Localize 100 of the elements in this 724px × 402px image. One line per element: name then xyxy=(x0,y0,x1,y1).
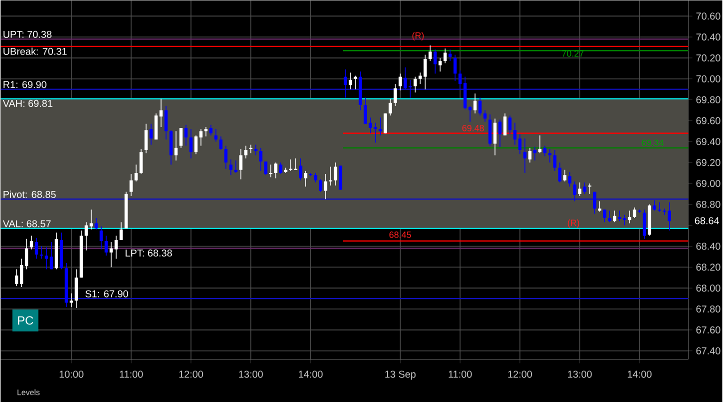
candlestick xyxy=(14,268,18,286)
candlestick xyxy=(568,172,572,187)
candlestick xyxy=(174,130,178,161)
candlestick xyxy=(199,128,203,146)
candlestick xyxy=(652,200,656,212)
candlestick xyxy=(30,235,34,250)
y-tick-label: 70.60 xyxy=(696,12,720,20)
candlestick xyxy=(164,106,168,140)
candlestick xyxy=(20,258,24,288)
text: 68.64 xyxy=(694,217,720,224)
candlestick xyxy=(642,209,646,240)
candlestick xyxy=(523,138,526,174)
x-tick-label: 14:00 xyxy=(298,370,323,378)
candlestick xyxy=(304,170,308,187)
candlestick xyxy=(498,119,502,148)
x-tick-label: 14:00 xyxy=(628,370,652,378)
candlestick xyxy=(324,174,328,200)
x-tick-label: 13:00 xyxy=(239,370,263,378)
candlestick xyxy=(189,128,193,159)
candlestick xyxy=(224,145,228,170)
candlestick xyxy=(508,115,512,135)
candlestick xyxy=(444,48,447,64)
candlestick xyxy=(100,226,103,250)
y-tick-label: 70.40 xyxy=(696,33,720,40)
candlestick xyxy=(518,134,522,155)
candlestick xyxy=(219,136,222,150)
x-tick-label: 13:00 xyxy=(568,370,592,378)
candlestick xyxy=(558,162,562,183)
ref-line-label: UBreak: 70.31 xyxy=(4,48,67,55)
candlestick xyxy=(434,49,437,74)
candlestick xyxy=(184,124,188,146)
candlestick xyxy=(632,207,636,218)
annotation: 69.34 xyxy=(642,140,664,146)
candlestick xyxy=(279,162,282,174)
candlestick xyxy=(563,169,566,182)
candlestick xyxy=(269,164,272,178)
y-tick-label: 67.60 xyxy=(696,326,720,334)
candlestick xyxy=(613,210,616,223)
candlestick xyxy=(194,134,198,155)
candlestick xyxy=(538,134,542,154)
candlestick xyxy=(299,158,302,181)
candlestick xyxy=(44,246,48,270)
candlestick xyxy=(74,268,78,308)
candlestick xyxy=(473,93,477,114)
annotation: (R) xyxy=(568,219,580,228)
y-tick-label: 67.40 xyxy=(696,347,720,354)
candlestick xyxy=(244,145,248,159)
candlestick xyxy=(478,97,482,116)
y-tick-label: 69.80 xyxy=(696,96,720,104)
candlestick xyxy=(573,180,576,202)
x-tick-label: 12:00 xyxy=(508,370,532,378)
candlestick xyxy=(289,158,292,172)
ref-line-label: VAL: 68.57 xyxy=(2,220,51,228)
candlestick xyxy=(144,123,148,154)
candlestick xyxy=(658,202,662,212)
y-tick-label: 69.00 xyxy=(696,180,720,187)
candlestick xyxy=(214,128,218,142)
candlestick xyxy=(543,145,546,157)
candlestick xyxy=(274,162,278,179)
candlestick xyxy=(428,44,432,62)
x-tick-label: 11:00 xyxy=(120,370,143,378)
candlestick xyxy=(533,146,536,161)
candlestick xyxy=(229,158,232,176)
candlestick xyxy=(458,70,462,90)
candlestick xyxy=(234,160,238,174)
annotation: 70.27 xyxy=(562,50,584,57)
candlestick xyxy=(483,110,487,122)
x-tick-label: 11:00 xyxy=(448,370,472,378)
candlestick xyxy=(344,69,348,98)
candlestick xyxy=(40,246,44,260)
candlestick xyxy=(503,112,507,136)
candlestick xyxy=(454,54,457,82)
candlestick xyxy=(468,106,472,122)
candlestick xyxy=(34,237,38,260)
candlestick xyxy=(104,235,108,256)
candlestick xyxy=(388,98,392,116)
candlestick xyxy=(583,182,586,194)
y-tick-label: 67.80 xyxy=(696,305,720,312)
candlestick xyxy=(294,158,298,170)
candlestick xyxy=(553,150,556,172)
x-tick-label: 10:00 xyxy=(60,370,84,378)
candlestick xyxy=(94,218,98,230)
candlestick xyxy=(493,118,497,156)
annotation: PC xyxy=(18,316,34,325)
x-tick-label: 12:00 xyxy=(179,370,204,378)
ref-line-label: LPT: 68.38 xyxy=(126,249,172,257)
candlestick xyxy=(120,222,123,240)
y-tick-label: 68.00 xyxy=(696,284,720,292)
candlestick xyxy=(513,122,517,146)
y-tick-label: 69.60 xyxy=(696,117,720,124)
candlestick xyxy=(150,123,153,146)
candlestick xyxy=(179,128,183,148)
candlestick xyxy=(254,144,258,156)
candlestick xyxy=(588,183,592,194)
candlestick xyxy=(328,166,332,186)
candlestick xyxy=(140,148,143,174)
y-tick-label: 68.20 xyxy=(696,264,720,271)
candlestick xyxy=(50,242,54,270)
candlestick xyxy=(314,172,318,183)
candlestick xyxy=(662,208,666,216)
